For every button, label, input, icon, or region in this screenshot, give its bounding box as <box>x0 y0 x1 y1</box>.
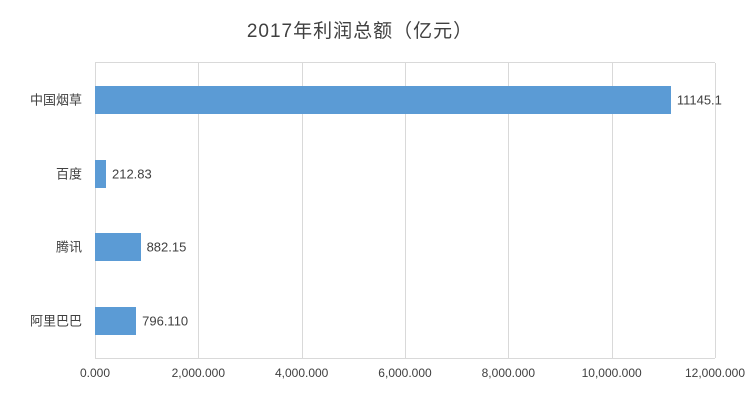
chart-title: 2017年利润总额（亿元） <box>246 21 474 42</box>
x-tick-label: 12,000.000 <box>684 366 746 380</box>
x-axis: 0.000 2,000.000 4,000.000 6,000.000 8,000.00… <box>80 366 745 386</box>
bar-腾讯 <box>95 233 141 262</box>
plot-area: 11145.1 212.83 882.15 796.110 <box>95 62 722 359</box>
gridline <box>301 63 303 358</box>
x-tick-label: 2,000.000 <box>171 366 226 380</box>
data-label: 796.110 <box>142 313 189 329</box>
gridline <box>611 63 613 358</box>
gridline <box>405 63 406 358</box>
x-tick-label: 10,000.000 <box>581 366 642 380</box>
category-label: 中国烟草 <box>29 92 82 108</box>
bar-中国烟草 <box>95 85 671 114</box>
gridline <box>95 63 96 358</box>
x-tick-label: 0.000 <box>79 366 111 380</box>
data-label: 212.83 <box>111 166 152 182</box>
category-label: 阿里巴巴 <box>29 313 82 329</box>
x-tick-label: 6,000.000 <box>378 366 432 380</box>
gridline <box>198 63 200 358</box>
category-label: 百度 <box>55 166 82 182</box>
data-label: 882.15 <box>146 239 187 255</box>
gridline <box>715 63 716 358</box>
data-label: 11145.1 <box>676 92 722 108</box>
bar-阿里巴巴 <box>95 307 137 336</box>
category-axis: 中国烟草百度腾讯阿里巴巴 <box>0 62 88 357</box>
gridline <box>508 63 510 358</box>
category-label: 腾讯 <box>55 239 82 255</box>
x-tick-label: 8,000.000 <box>481 366 536 380</box>
bar-百度 <box>95 159 106 188</box>
x-tick-label: 4,000.000 <box>274 366 329 380</box>
